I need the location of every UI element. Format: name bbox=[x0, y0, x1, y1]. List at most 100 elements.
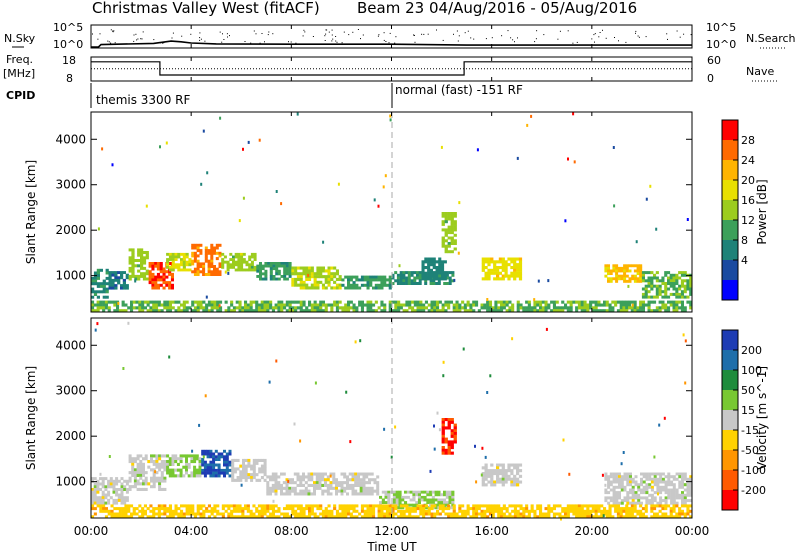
heatmap-cell bbox=[686, 504, 690, 508]
heatmap-cell bbox=[447, 231, 451, 235]
heatmap-cell bbox=[244, 478, 248, 482]
heatmap-cell bbox=[637, 483, 641, 487]
heatmap-cell bbox=[93, 477, 97, 481]
heatmap-cell bbox=[683, 504, 687, 508]
heatmap-cell bbox=[653, 507, 657, 511]
heatmap-cell bbox=[501, 277, 505, 281]
heatmap-cell bbox=[678, 276, 682, 280]
heatmap-cell bbox=[143, 306, 147, 310]
heatmap-cell bbox=[427, 303, 431, 307]
heatmap-cell bbox=[589, 306, 593, 310]
heatmap-cell bbox=[260, 458, 264, 462]
heatmap-cell bbox=[566, 512, 570, 516]
heatmap-cell bbox=[653, 276, 657, 280]
heatmap-cell bbox=[368, 492, 371, 496]
heatmap-cell bbox=[263, 470, 267, 474]
heatmap-cell bbox=[293, 486, 297, 490]
heatmap-cell bbox=[327, 266, 331, 270]
heatmap-cell bbox=[635, 240, 638, 244]
heatmap-cell bbox=[277, 309, 281, 313]
heatmap-cell bbox=[525, 306, 529, 310]
heatmap-cell bbox=[138, 303, 142, 307]
heatmap-cell bbox=[259, 269, 262, 273]
heatmap-cell bbox=[150, 454, 153, 458]
heatmap-cell bbox=[326, 489, 330, 493]
heatmap-cell bbox=[206, 455, 210, 459]
heatmap-cell bbox=[170, 272, 174, 276]
heatmap-cell bbox=[163, 306, 167, 310]
heatmap-cell bbox=[488, 507, 492, 511]
heatmap-cell bbox=[282, 486, 286, 490]
heatmap-cell bbox=[138, 515, 142, 519]
heatmap-cell bbox=[672, 300, 676, 304]
colorbar-segment bbox=[722, 200, 738, 221]
heatmap-cell bbox=[168, 286, 172, 290]
heatmap-cell bbox=[117, 496, 121, 500]
heatmap-cell bbox=[564, 512, 568, 516]
heatmap-cell bbox=[544, 303, 548, 307]
heatmap-cell bbox=[487, 472, 491, 476]
heatmap-cell bbox=[405, 515, 409, 519]
heatmap-cell bbox=[313, 283, 317, 287]
heatmap-cell bbox=[496, 474, 500, 478]
nave-tick-top: 60 bbox=[707, 54, 721, 67]
heatmap-cell bbox=[672, 292, 676, 296]
heatmap-cell bbox=[150, 468, 153, 472]
heatmap-cell bbox=[655, 306, 659, 310]
heatmap-cell bbox=[507, 477, 511, 481]
heatmap-cell bbox=[274, 306, 278, 310]
heatmap-cell bbox=[302, 509, 306, 513]
heatmap-cell bbox=[372, 278, 376, 282]
heatmap-cell bbox=[305, 515, 309, 519]
heatmap-cell bbox=[112, 498, 116, 502]
heatmap-cell bbox=[447, 228, 451, 232]
heatmap-cell bbox=[316, 286, 320, 290]
heatmap-cell bbox=[441, 277, 445, 281]
heatmap-cell bbox=[116, 507, 120, 511]
heatmap-cell bbox=[145, 272, 149, 276]
heatmap-cell bbox=[516, 300, 520, 304]
heatmap-cell bbox=[486, 515, 490, 519]
heatmap-cell bbox=[145, 253, 149, 257]
heatmap-cell bbox=[516, 480, 520, 484]
heatmap-cell bbox=[604, 496, 608, 500]
heatmap-cell bbox=[125, 284, 129, 287]
heatmap-cell bbox=[174, 504, 178, 508]
heatmap-cell bbox=[493, 469, 497, 473]
heatmap-cell bbox=[239, 470, 243, 474]
heatmap-cell bbox=[664, 287, 668, 291]
heatmap-cell bbox=[623, 496, 627, 500]
heatmap-cell bbox=[319, 309, 323, 313]
heatmap-cell bbox=[217, 466, 221, 470]
nsearch-point bbox=[618, 40, 619, 42]
heatmap-cell bbox=[168, 355, 171, 359]
heatmap-cell bbox=[433, 447, 436, 451]
heatmap-cell bbox=[669, 273, 673, 277]
heatmap-cell bbox=[398, 506, 402, 510]
heatmap-cell bbox=[168, 303, 172, 307]
heatmap-cell bbox=[288, 309, 292, 313]
heatmap-cell bbox=[491, 306, 495, 310]
heatmap-cell bbox=[516, 466, 520, 470]
heatmap-cell bbox=[357, 483, 360, 487]
heatmap-cell bbox=[171, 265, 175, 269]
heatmap-cell bbox=[450, 250, 454, 254]
heatmap-cell bbox=[307, 472, 311, 476]
heatmap-cell bbox=[130, 512, 134, 516]
heatmap-cell bbox=[212, 468, 216, 472]
heatmap-cell bbox=[199, 303, 203, 307]
heatmap-cell bbox=[264, 264, 268, 268]
heatmap-cell bbox=[163, 479, 167, 483]
heatmap-cell bbox=[107, 485, 111, 489]
heatmap-cell bbox=[631, 277, 635, 281]
heatmap-cell bbox=[639, 272, 643, 275]
heatmap-cell bbox=[93, 493, 97, 497]
heatmap-cell bbox=[658, 279, 662, 283]
heatmap-cell bbox=[441, 228, 445, 232]
nsearch-point bbox=[190, 33, 192, 35]
heatmap-cell bbox=[629, 483, 632, 487]
heatmap-cell bbox=[583, 504, 587, 508]
heatmap-cell bbox=[338, 512, 342, 516]
heatmap-cell bbox=[91, 276, 95, 280]
heatmap-cell bbox=[355, 509, 359, 513]
